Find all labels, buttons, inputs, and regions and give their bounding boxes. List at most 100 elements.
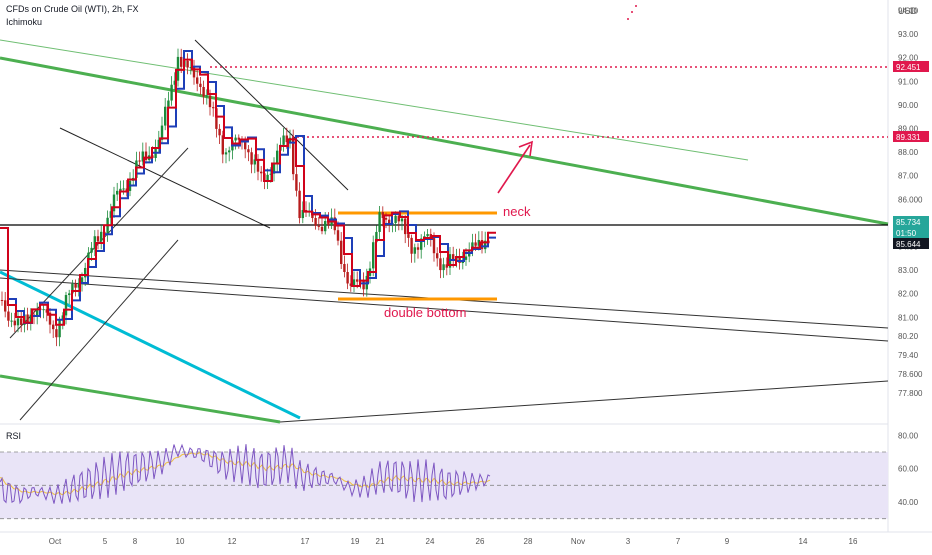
candle-body — [394, 216, 396, 223]
candle-body — [228, 150, 230, 152]
candle-body — [14, 321, 16, 326]
candle-body — [55, 329, 57, 337]
candle-body — [442, 264, 444, 270]
price-tick-label: 93.00 — [898, 30, 919, 39]
cyan-trendline — [0, 272, 300, 418]
marker-dot — [631, 11, 633, 13]
rsi-title: RSI — [6, 431, 21, 441]
candle-body — [97, 236, 99, 241]
candle-body — [186, 61, 188, 68]
price-tick-label: 80.20 — [898, 332, 919, 341]
candle-body — [388, 220, 390, 224]
candle-body — [401, 219, 403, 222]
candle-body — [321, 227, 323, 231]
candle-body — [314, 218, 316, 226]
time-tick-label: 3 — [626, 537, 631, 546]
candle-body — [247, 149, 249, 152]
time-tick-label: 10 — [176, 537, 185, 546]
price-tick-label: 78.600 — [898, 370, 923, 379]
candle-body — [17, 318, 19, 325]
rsi-tick-label: 80.00 — [898, 431, 919, 440]
candle-body — [218, 129, 220, 135]
candle-body — [343, 264, 345, 272]
candle-body — [81, 277, 83, 282]
marker-dot — [627, 18, 629, 20]
candle-body — [170, 85, 172, 101]
time-tick-label: 16 — [849, 537, 858, 546]
time-tick-label: 28 — [524, 537, 533, 546]
candle-body — [378, 212, 380, 232]
candle-body — [68, 293, 70, 295]
time-tick-label: 5 — [103, 537, 108, 546]
candle-body — [436, 253, 438, 258]
candle-body — [177, 57, 179, 81]
candle-body — [26, 314, 28, 322]
candle-body — [404, 219, 406, 235]
price-tick-label: 91.00 — [898, 77, 919, 86]
candle-body — [196, 77, 198, 83]
candle-body — [100, 232, 102, 242]
candle-body — [353, 279, 355, 286]
candle-body — [260, 172, 262, 174]
price-tick-label: 82.00 — [898, 290, 919, 299]
candle-body — [234, 138, 236, 141]
candle-body — [225, 152, 227, 154]
time-tick-label: 17 — [301, 537, 310, 546]
candle-body — [481, 240, 483, 249]
currency-label: USD — [898, 6, 917, 16]
time-tick-label: 7 — [676, 537, 681, 546]
price-label: 01:50 — [896, 229, 917, 238]
candle-body — [167, 101, 169, 107]
neck-label: neck — [503, 204, 531, 219]
candle-body — [426, 234, 428, 236]
candle-body — [324, 221, 326, 231]
price-tick-label: 90.00 — [898, 101, 919, 110]
candle-body — [298, 191, 300, 218]
lower-green-trendline — [0, 376, 280, 422]
candle-body — [138, 160, 140, 161]
candle-body — [407, 234, 409, 238]
candle-body — [465, 256, 467, 259]
candle-body — [122, 188, 124, 189]
candle-body — [58, 320, 60, 337]
price-label: 89.331 — [896, 133, 921, 142]
candle-body — [164, 107, 166, 126]
candle-body — [113, 195, 115, 212]
time-tick-label: 19 — [351, 537, 360, 546]
candle-body — [199, 84, 201, 87]
candle-body — [42, 309, 44, 310]
candle-body — [257, 159, 259, 171]
candle-body — [340, 241, 342, 264]
time-tick-label: Nov — [571, 537, 585, 546]
time-tick-label: 14 — [799, 537, 808, 546]
time-tick-label: 9 — [725, 537, 730, 546]
candle-body — [318, 226, 320, 227]
thin-green-trendline — [0, 40, 748, 160]
price-tick-label: 83.00 — [898, 266, 919, 275]
candle-body — [417, 247, 419, 249]
candle-body — [356, 279, 358, 281]
price-label: 85.644 — [896, 240, 921, 249]
price-label: 85.734 — [896, 218, 921, 227]
time-tick-label: 21 — [376, 537, 385, 546]
candle-body — [90, 248, 92, 253]
candle-body — [276, 151, 278, 164]
candle-body — [410, 238, 412, 254]
candle-body — [145, 152, 147, 161]
rsi-tick-label: 60.00 — [898, 465, 919, 474]
double-bottom-label: double bottom — [384, 305, 466, 320]
candle-body — [180, 57, 182, 67]
candle-body — [20, 318, 22, 325]
candle-body — [7, 312, 9, 321]
candle-body — [116, 191, 118, 195]
candle-body — [295, 174, 297, 191]
candle-body — [202, 87, 204, 97]
price-tick-label: 77.800 — [898, 389, 923, 398]
candle-body — [209, 95, 211, 107]
rising-support-line — [280, 381, 888, 422]
candle-body — [372, 242, 374, 268]
candle-body — [433, 238, 435, 253]
candle-body — [10, 321, 12, 322]
